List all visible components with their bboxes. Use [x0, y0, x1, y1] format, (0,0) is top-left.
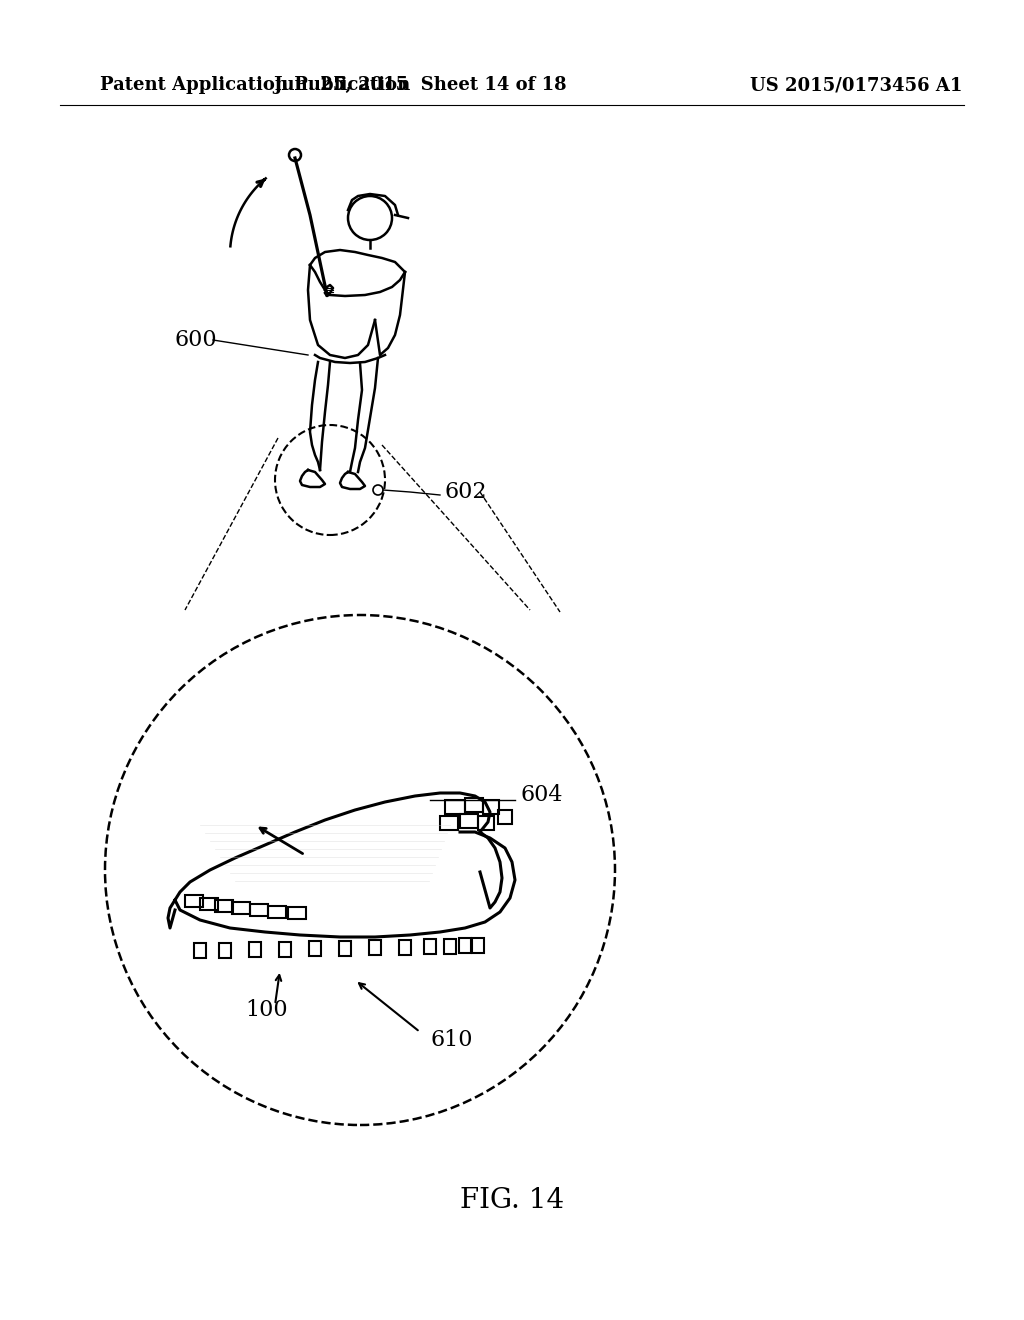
- Text: Jun. 25, 2015  Sheet 14 of 18: Jun. 25, 2015 Sheet 14 of 18: [273, 77, 567, 94]
- Bar: [185, 895, 203, 907]
- Bar: [369, 940, 381, 954]
- Bar: [424, 939, 436, 954]
- Bar: [444, 939, 456, 953]
- Bar: [288, 907, 306, 919]
- Bar: [279, 941, 291, 957]
- Bar: [460, 814, 478, 828]
- Text: 602: 602: [445, 480, 487, 503]
- Bar: [219, 942, 231, 957]
- Text: FIG. 14: FIG. 14: [460, 1187, 564, 1213]
- Bar: [483, 800, 499, 814]
- Bar: [478, 816, 494, 830]
- Bar: [250, 904, 268, 916]
- Bar: [465, 799, 483, 812]
- Bar: [399, 940, 411, 954]
- Bar: [268, 906, 286, 917]
- Bar: [249, 942, 261, 957]
- Bar: [215, 900, 233, 912]
- Text: 604: 604: [520, 784, 562, 807]
- Text: Patent Application Publication: Patent Application Publication: [100, 77, 411, 94]
- Bar: [309, 941, 321, 956]
- Bar: [498, 810, 512, 824]
- Bar: [472, 937, 484, 953]
- Bar: [232, 902, 250, 913]
- Bar: [200, 898, 218, 909]
- Bar: [440, 816, 458, 830]
- Bar: [339, 940, 351, 956]
- Text: 610: 610: [430, 1030, 472, 1051]
- Text: US 2015/0173456 A1: US 2015/0173456 A1: [750, 77, 963, 94]
- Text: 100: 100: [245, 999, 288, 1020]
- Text: 600: 600: [175, 329, 218, 351]
- Bar: [459, 939, 471, 953]
- Bar: [194, 942, 206, 958]
- Bar: [445, 800, 465, 814]
